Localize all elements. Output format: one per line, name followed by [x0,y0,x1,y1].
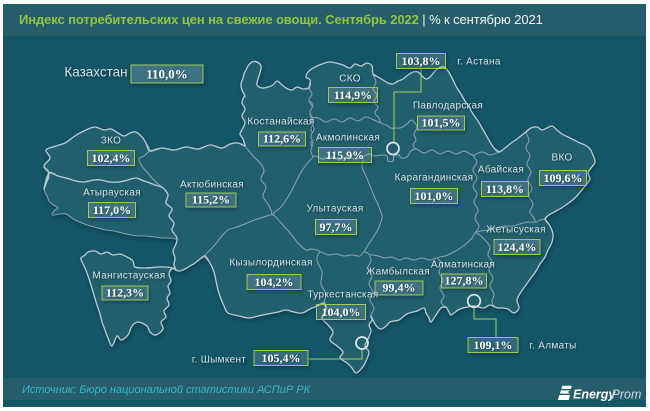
svg-text:Prom: Prom [612,387,642,401]
svg-text:Energy: Energy [573,387,616,401]
